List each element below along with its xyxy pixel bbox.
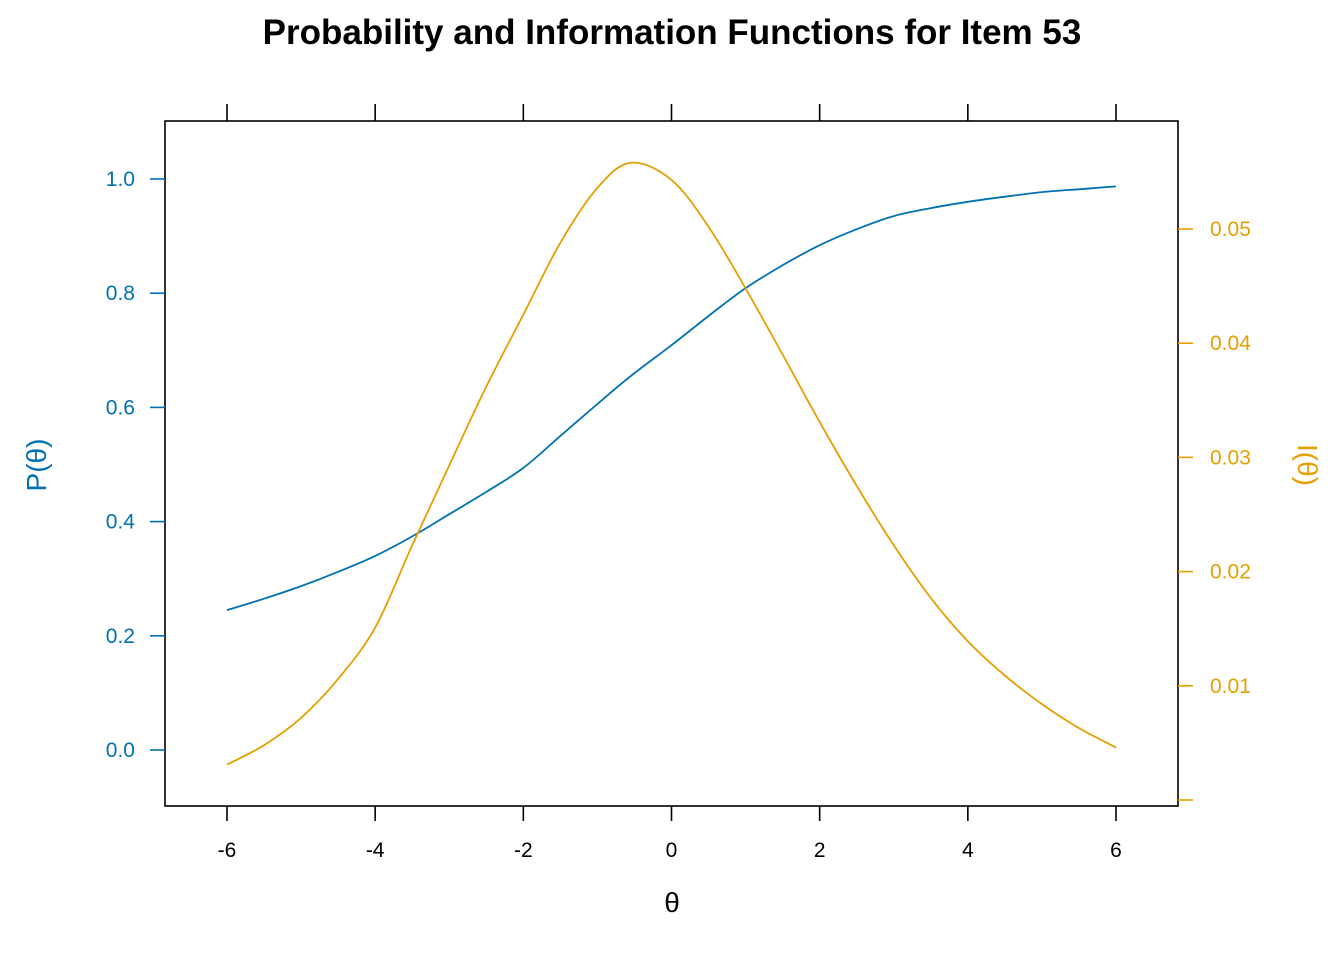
y-left-tick-label: 0.8 — [106, 282, 135, 305]
y-left-tick-label: 0.4 — [106, 511, 136, 534]
x-tick-label: -2 — [514, 839, 533, 862]
y-right-tick-label: 0.02 — [1210, 561, 1251, 584]
chart-title: Probability and Information Functions fo… — [263, 13, 1082, 52]
x-tick-label: 0 — [666, 839, 678, 862]
x-tick-label: 4 — [962, 839, 974, 862]
y-left-tick-label: 0.6 — [106, 396, 135, 419]
y-right-tick-label: 0.05 — [1210, 218, 1251, 241]
x-tick-label: -6 — [218, 839, 237, 862]
y-left-tick-label: 0.2 — [106, 625, 135, 648]
x-axis-top — [226, 104, 1117, 121]
x-tick-label: -4 — [366, 839, 385, 862]
y-right-tick-label: 0.03 — [1210, 446, 1251, 469]
series-layer — [226, 161, 1117, 766]
y-axis-left: 0.0 0.2 0.4 0.6 0.8 1.0 — [106, 168, 165, 762]
y-axis-right-label: I(θ) — [1292, 444, 1323, 486]
y-right-tick-label: 0.04 — [1210, 332, 1251, 355]
y-axis-left-label: P(θ) — [21, 439, 52, 492]
x-tick-label: 6 — [1110, 839, 1122, 862]
y-left-tick-label: 1.0 — [106, 168, 135, 191]
x-tick-label: 2 — [814, 839, 826, 862]
y-left-tick-label: 0.0 — [106, 739, 135, 762]
x-axis-bottom: -6 -4 -2 0 2 4 6 — [218, 806, 1122, 862]
x-axis-label: θ — [664, 887, 680, 918]
information-curve — [226, 161, 1117, 766]
probability-curve — [226, 185, 1117, 611]
y-right-tick-label: 0.01 — [1210, 675, 1251, 698]
y-axis-right: 0.01 0.02 0.03 0.04 0.05 — [1178, 218, 1251, 801]
